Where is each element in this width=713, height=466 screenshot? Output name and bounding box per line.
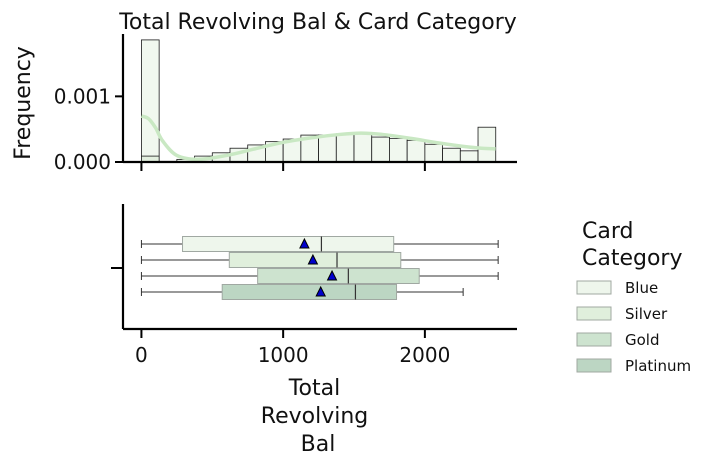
histogram-bar	[353, 133, 373, 163]
histogram-bars	[141, 39, 497, 163]
kde-curve	[140, 114, 496, 162]
boxplot-group	[140, 236, 499, 300]
x-axis-label-line: Bal	[301, 432, 336, 457]
x-tick-label: 2000	[399, 343, 450, 367]
y-tick-label: 0.001	[54, 84, 111, 108]
legend-title-line: Card	[582, 219, 633, 244]
histogram-bar	[477, 126, 497, 163]
box-silver	[140, 252, 499, 268]
y-axis-label: Frequency	[11, 46, 36, 160]
histogram-bar	[424, 143, 443, 163]
legend-swatch	[576, 306, 612, 321]
mean-marker	[326, 269, 338, 281]
histogram-bar	[335, 133, 355, 163]
box-platinum	[140, 284, 464, 300]
box-gold	[140, 268, 499, 284]
box-rect	[257, 268, 420, 284]
mean-marker	[307, 253, 319, 265]
x-axis-label: Total Revolving Bal	[261, 376, 375, 457]
legend-label: Gold	[625, 331, 660, 349]
chart-title: Total Revolving Bal & Card Category	[118, 10, 517, 35]
legend-title-line: Category	[582, 246, 683, 271]
x-tick-label: 0	[135, 343, 148, 367]
legend-swatch	[576, 280, 612, 295]
mean-marker	[299, 237, 310, 249]
mean-marker	[315, 285, 327, 297]
histogram-bar	[371, 136, 390, 163]
x-axis-label-line: Revolving	[261, 404, 368, 429]
box-blue	[140, 236, 499, 252]
legend-swatch	[576, 332, 612, 347]
histogram-bar	[442, 147, 461, 163]
legend-swatch	[576, 358, 612, 373]
box-rect	[221, 284, 398, 300]
box-rect	[182, 236, 395, 252]
y-tick-label: 0.000	[54, 150, 111, 174]
kde-line	[140, 114, 496, 162]
x-axis-label-line: Total	[288, 376, 340, 401]
histogram-bar	[406, 139, 426, 163]
histogram-bar	[389, 137, 408, 163]
legend-label: Platinum	[625, 357, 691, 375]
legend-label: Silver	[625, 305, 668, 323]
legend-title: Card Category	[582, 219, 683, 271]
histogram-bar	[459, 150, 479, 163]
histogram-axes: 0.000 0.001	[54, 34, 517, 174]
legend-label: Blue	[625, 279, 658, 297]
histogram-bar	[318, 134, 337, 163]
histogram-bar	[141, 39, 160, 163]
x-tick-label: 1000	[258, 343, 309, 367]
legend: Card Category Blue Silver Gold Platinum	[576, 219, 691, 375]
boxplot-axes: 0 1000 2000	[111, 204, 517, 367]
